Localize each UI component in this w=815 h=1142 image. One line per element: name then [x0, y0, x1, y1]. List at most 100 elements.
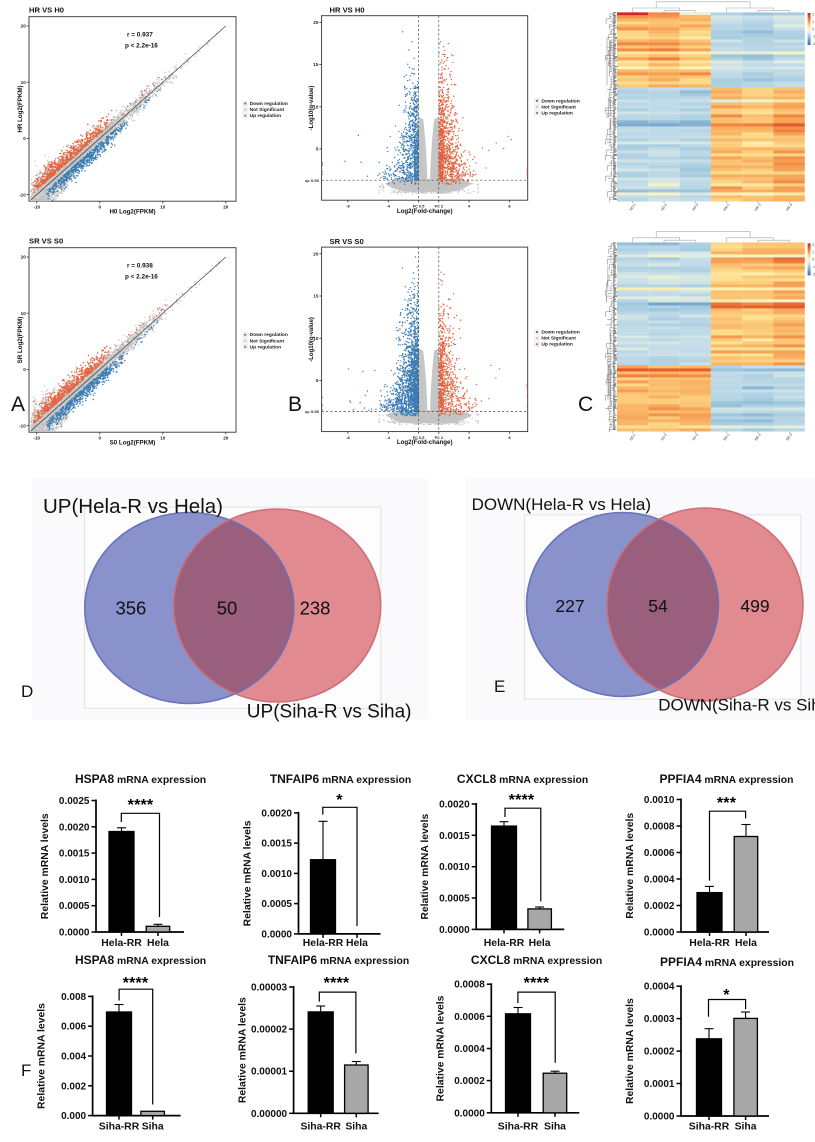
svg-text:SR-3: SR-3 — [785, 433, 793, 442]
svg-text:Hela-RR: Hela-RR — [303, 938, 344, 949]
svg-text:0: 0 — [812, 258, 814, 262]
svg-text:TNFAIP6 mRNA expression: TNFAIP6 mRNA expression — [268, 953, 409, 967]
svg-text:-1: -1 — [812, 35, 815, 39]
svg-text:356: 356 — [115, 598, 146, 619]
svg-text:H0-3: H0-3 — [691, 203, 699, 212]
svg-text:0.0000: 0.0000 — [59, 928, 90, 939]
svg-text:Not Significant: Not Significant — [250, 338, 285, 344]
svg-text:5: 5 — [316, 378, 319, 383]
svg-text:E: E — [494, 677, 505, 696]
svg-text:Hela: Hela — [346, 938, 368, 949]
svg-text:Relative mRNA levels: Relative mRNA levels — [40, 813, 51, 919]
svg-text:0.0005: 0.0005 — [439, 894, 470, 905]
svg-text:Relative mRNA levels: Relative mRNA levels — [625, 813, 636, 919]
svg-text:0.0003: 0.0003 — [644, 1014, 675, 1025]
svg-text:-4: -4 — [387, 203, 391, 208]
svg-text:Up regulation: Up regulation — [541, 111, 573, 117]
svg-text:****: **** — [123, 975, 149, 992]
svg-text:0.0000: 0.0000 — [439, 925, 470, 936]
svg-text:0.0015: 0.0015 — [261, 839, 292, 850]
svg-text:8: 8 — [508, 435, 511, 440]
svg-text:Relative mRNA levels: Relative mRNA levels — [625, 998, 636, 1104]
svg-text:Relative mRNA levels: Relative mRNA levels — [243, 820, 254, 926]
svg-text:Hela-RR: Hela-RR — [484, 938, 525, 949]
svg-text:H0-1: H0-1 — [629, 203, 637, 212]
svg-text:0.0004: 0.0004 — [644, 875, 675, 886]
svg-text:Down regulation: Down regulation — [541, 330, 579, 336]
svg-text:-2: -2 — [812, 42, 815, 46]
svg-text:-10: -10 — [19, 192, 26, 197]
svg-text:0.0020: 0.0020 — [261, 808, 292, 819]
svg-text:-4: -4 — [387, 435, 391, 440]
svg-text:0.0005: 0.0005 — [59, 901, 90, 912]
svg-text:HR VS H0: HR VS H0 — [330, 6, 365, 15]
svg-text:-8: -8 — [346, 203, 350, 208]
svg-text:H0-2: H0-2 — [660, 203, 668, 212]
svg-text:HR VS H0: HR VS H0 — [29, 6, 64, 15]
svg-text:0.0010: 0.0010 — [59, 875, 90, 886]
svg-text:0.0005: 0.0005 — [261, 899, 292, 910]
svg-text:p < 2.2e-16: p < 2.2e-16 — [125, 274, 158, 281]
svg-text:Siha-RR: Siha-RR — [99, 1122, 140, 1133]
svg-text:Down regulation: Down regulation — [541, 98, 579, 104]
svg-text:S0 Log2(FPKM): S0 Log2(FPKM) — [110, 440, 156, 447]
svg-text:0.0004: 0.0004 — [644, 982, 675, 993]
svg-text:20: 20 — [21, 255, 27, 260]
svg-text:10: 10 — [160, 436, 166, 441]
svg-text:SR Log2(FPKM): SR Log2(FPKM) — [17, 317, 24, 364]
svg-text:227: 227 — [555, 596, 584, 616]
svg-text:15: 15 — [313, 62, 319, 67]
svg-text:q= 0.05: q= 0.05 — [305, 409, 319, 414]
svg-text:SR VS S0: SR VS S0 — [29, 237, 63, 246]
svg-text:1: 1 — [812, 250, 814, 254]
svg-text:0: 0 — [99, 436, 102, 441]
svg-text:Siha-RR: Siha-RR — [498, 1122, 539, 1133]
svg-text:FC 0.5: FC 0.5 — [413, 203, 426, 208]
svg-text:20: 20 — [313, 251, 319, 256]
svg-text:UP(Siha-R vs Siha): UP(Siha-R vs Siha) — [247, 702, 412, 723]
svg-text:HR Log2(FPKM): HR Log2(FPKM) — [17, 85, 24, 132]
svg-text:Log2(Fold-change): Log2(Fold-change) — [397, 208, 453, 215]
svg-text:Up regulation: Up regulation — [250, 344, 282, 350]
svg-text:4: 4 — [468, 203, 471, 208]
svg-text:0.00001: 0.00001 — [251, 1067, 288, 1078]
svg-text:0.0006: 0.0006 — [644, 848, 675, 859]
svg-text:Relative mRNA levels: Relative mRNA levels — [435, 995, 446, 1101]
svg-text:0.006: 0.006 — [61, 1022, 86, 1033]
svg-text:0.0000: 0.0000 — [261, 929, 292, 940]
svg-text:0.0001: 0.0001 — [644, 1079, 675, 1090]
svg-text:8: 8 — [508, 203, 511, 208]
svg-text:Relative mRNA levels: Relative mRNA levels — [37, 1003, 48, 1109]
svg-text:S0-3: S0-3 — [691, 433, 699, 442]
svg-text:0.008: 0.008 — [61, 992, 86, 1003]
svg-text:0.000: 0.000 — [61, 1111, 86, 1122]
svg-text:HR-3: HR-3 — [785, 203, 793, 212]
svg-text:Not Significant: Not Significant — [250, 107, 285, 113]
svg-text:FC 2: FC 2 — [435, 203, 444, 208]
svg-text:0.0010: 0.0010 — [439, 862, 470, 873]
svg-text:-10: -10 — [33, 205, 40, 210]
svg-text:54: 54 — [648, 596, 668, 616]
svg-text:0.0010: 0.0010 — [644, 795, 675, 806]
svg-text:Siha: Siha — [142, 1122, 164, 1133]
svg-text:r = 0.937: r = 0.937 — [127, 32, 153, 39]
svg-text:SR-1: SR-1 — [723, 433, 731, 442]
svg-text:CXCL8 mRNA expression: CXCL8 mRNA expression — [457, 772, 588, 786]
svg-text:r = 0.938: r = 0.938 — [127, 263, 153, 270]
svg-text:CXCL8 mRNA expression: CXCL8 mRNA expression — [471, 953, 602, 967]
svg-text:0: 0 — [99, 205, 102, 210]
svg-text:****: **** — [324, 975, 350, 992]
svg-text:Hela: Hela — [529, 938, 551, 949]
svg-text:UP(Hela-R vs Hela): UP(Hela-R vs Hela) — [43, 495, 223, 518]
svg-text:2: 2 — [812, 243, 814, 247]
svg-text:*: * — [723, 987, 730, 1004]
svg-text:20: 20 — [223, 205, 229, 210]
svg-text:15: 15 — [313, 294, 319, 299]
svg-text:D: D — [21, 682, 33, 701]
svg-text:10: 10 — [160, 205, 166, 210]
svg-text:PPFIA4 mRNA expression: PPFIA4 mRNA expression — [660, 955, 794, 969]
svg-text:0.002: 0.002 — [61, 1081, 86, 1092]
svg-text:A: A — [11, 393, 25, 416]
svg-text:0.0010: 0.0010 — [261, 869, 292, 880]
svg-text:FC 0.5: FC 0.5 — [413, 435, 426, 440]
